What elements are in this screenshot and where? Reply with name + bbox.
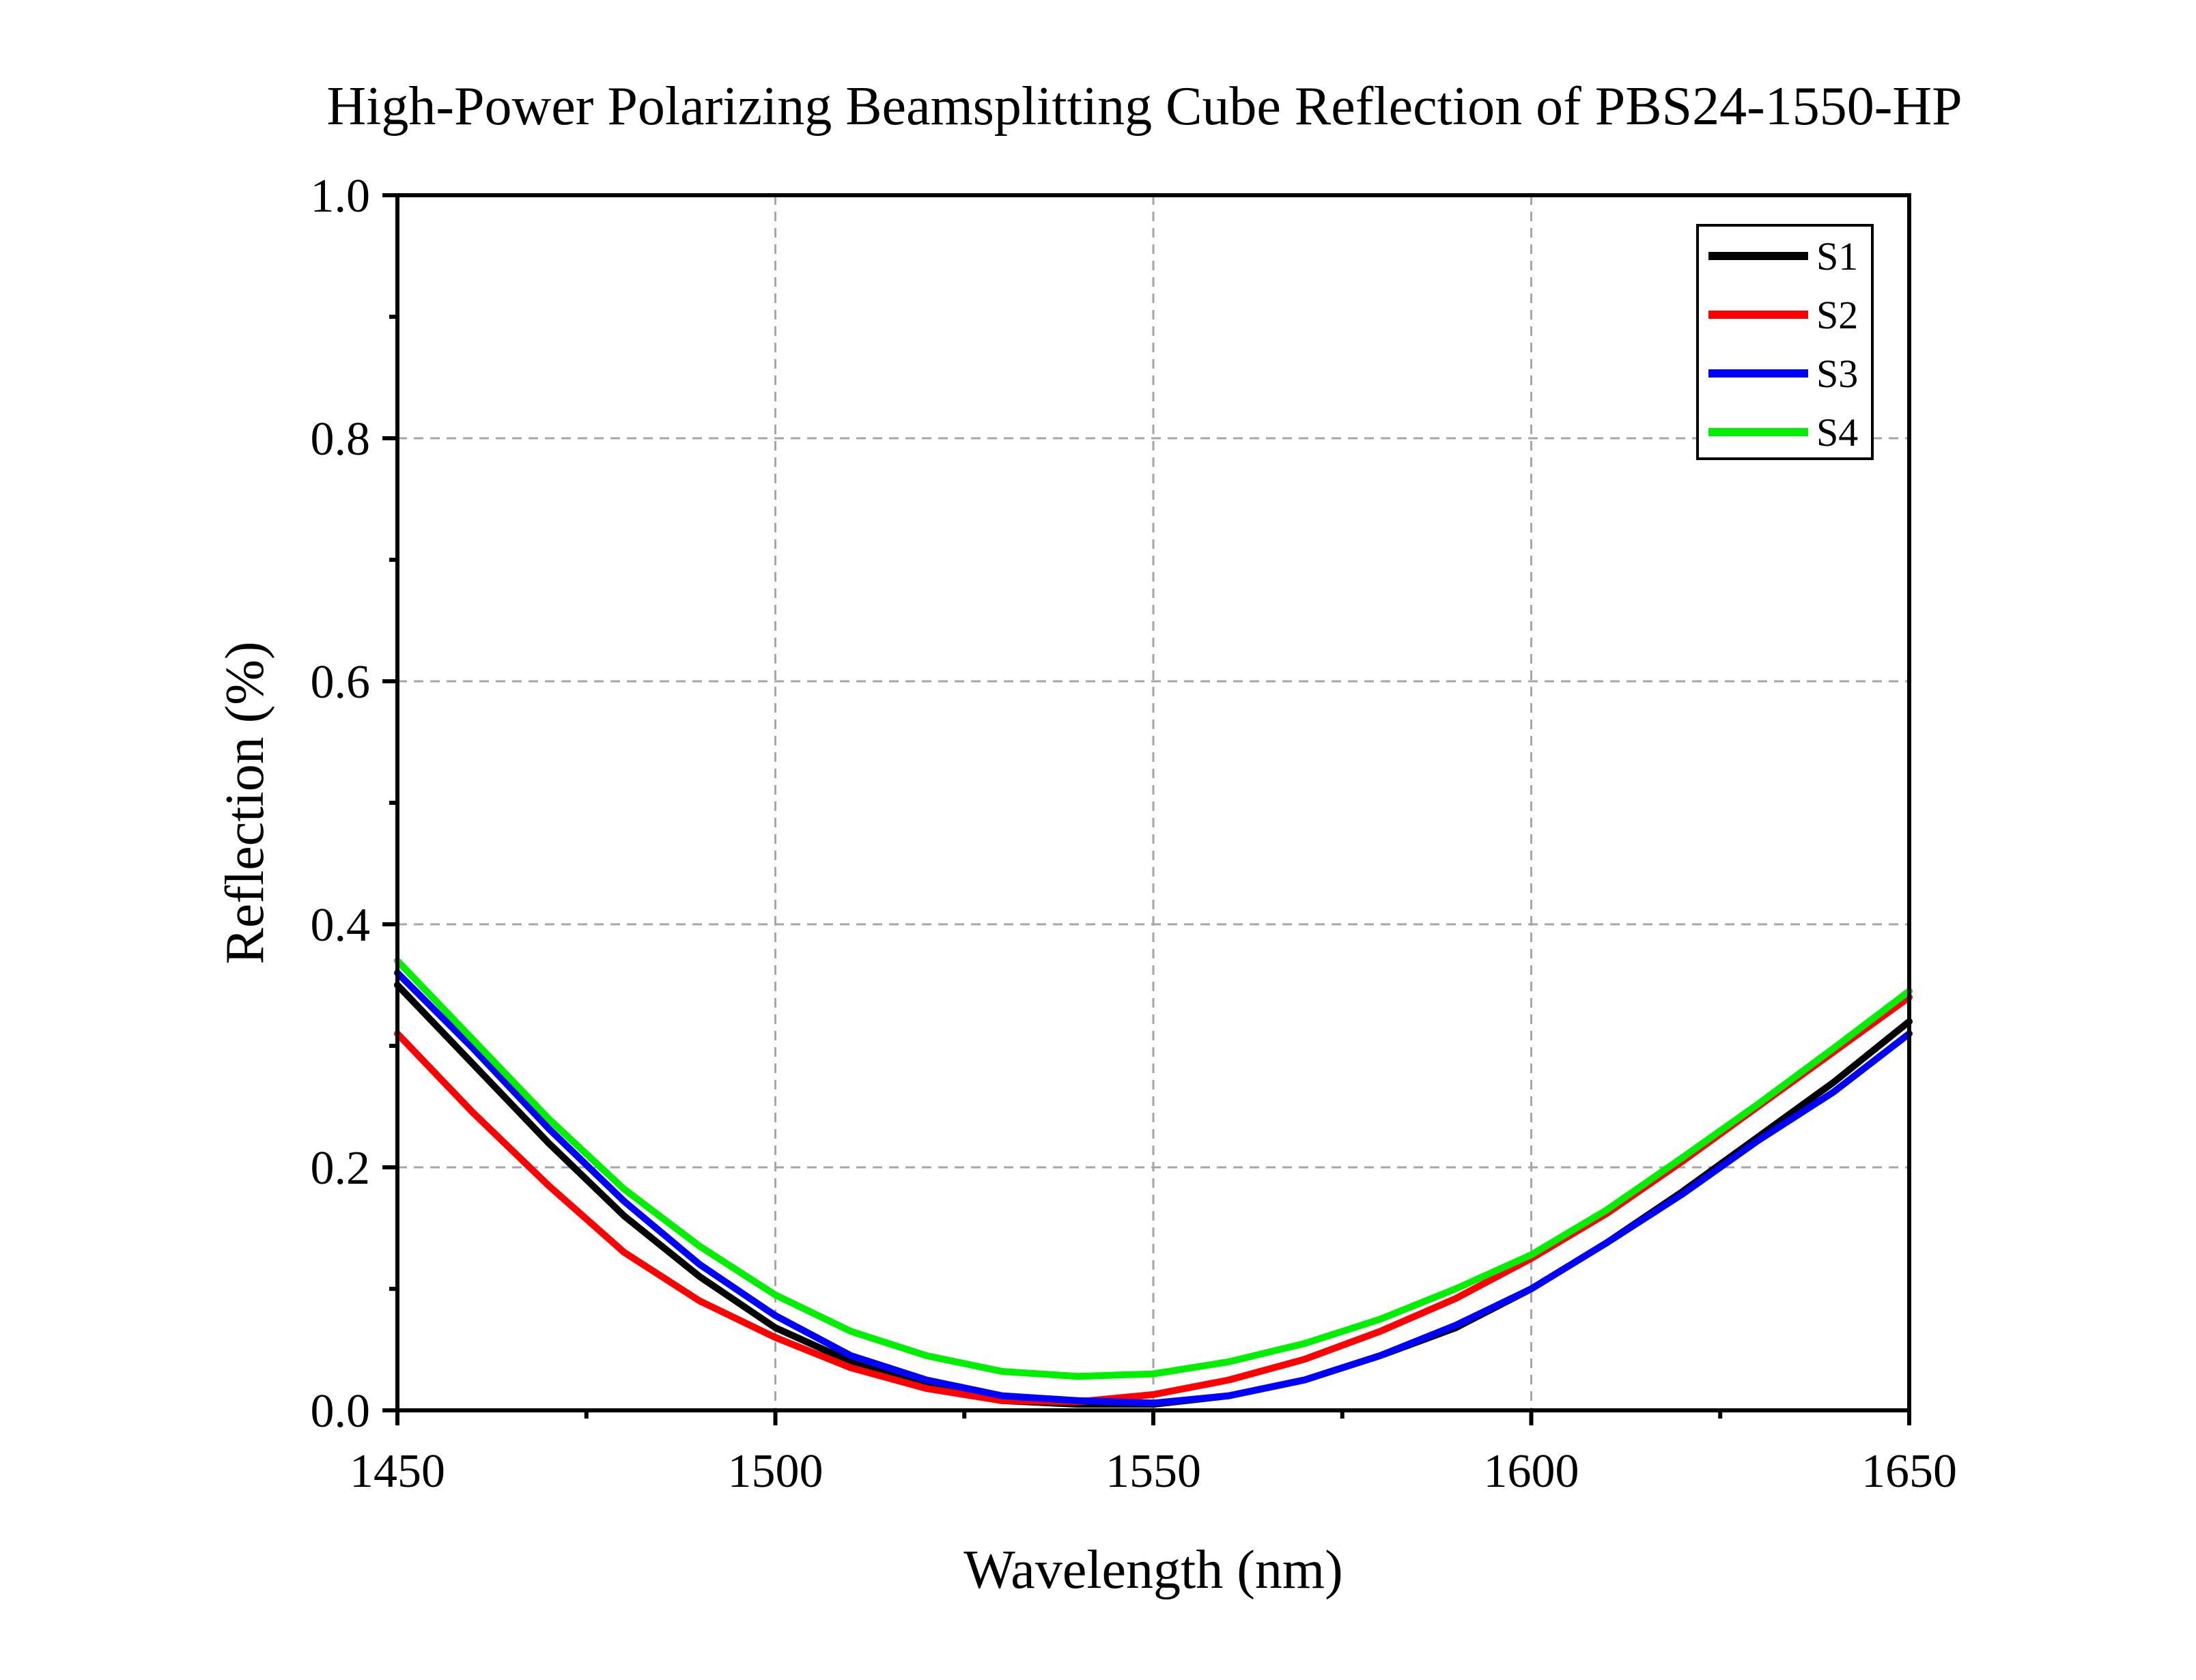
legend: S1 S2 S3 S4 <box>1696 224 1874 460</box>
y-tick-label: 1.0 <box>311 170 371 223</box>
y-tick-label: 0.0 <box>311 1385 371 1438</box>
plot-series <box>394 957 1913 1408</box>
x-tick-label: 1500 <box>728 1445 824 1498</box>
y-tick-label: 0.8 <box>311 413 371 466</box>
legend-label-s2: S2 <box>1816 293 1858 337</box>
y-tick-label: 0.6 <box>311 656 371 709</box>
axis-ticks: 1450 1500 1550 1600 1650 0.0 0.2 0.4 0.6 0.8 1.0 <box>311 170 1958 1498</box>
legend-label-s1: S1 <box>1816 234 1858 279</box>
y-axis-label: Reflection (%) <box>215 641 275 964</box>
y-tick-label: 0.2 <box>311 1142 371 1195</box>
grid <box>397 195 1909 1410</box>
series-line-s3 <box>394 969 1913 1407</box>
x-tick-label: 1550 <box>1106 1445 1201 1498</box>
x-tick-label: 1600 <box>1484 1445 1579 1498</box>
legend-label-s4: S4 <box>1816 410 1858 455</box>
y-tick-label: 0.4 <box>311 899 371 952</box>
x-axis-label: Wavelength (nm) <box>963 1540 1343 1600</box>
x-tick-label: 1450 <box>350 1445 445 1498</box>
series-line-s4 <box>394 957 1913 1380</box>
chart-title: High-Power Polarizing Beamsplitting Cube… <box>326 76 1962 137</box>
x-tick-label: 1650 <box>1861 1445 1957 1498</box>
legend-box <box>1696 224 1874 460</box>
legend-label-s3: S3 <box>1816 352 1858 396</box>
